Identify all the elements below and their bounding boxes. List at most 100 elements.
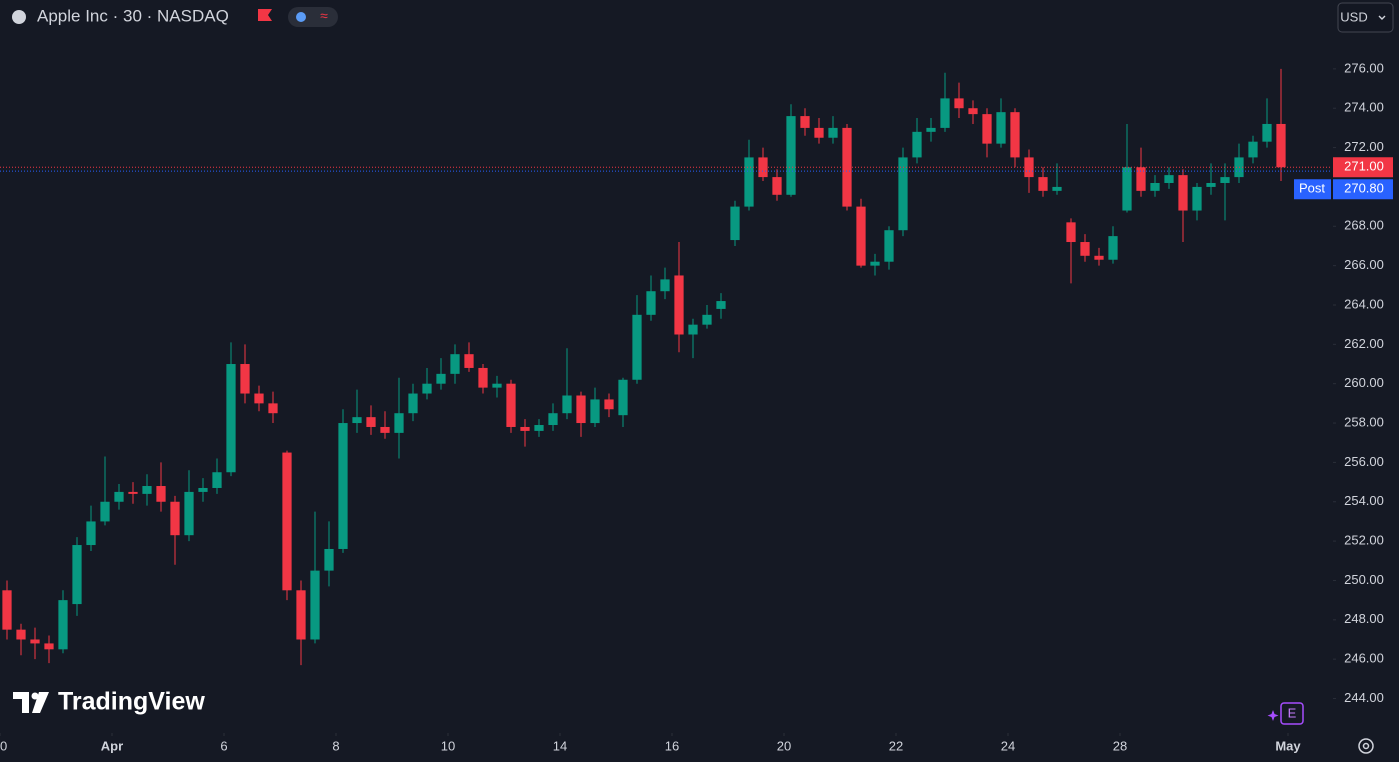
candle-body [618, 379, 628, 416]
candle-body [730, 206, 740, 241]
candle-body [240, 364, 250, 394]
gear-icon [1358, 738, 1374, 754]
candle-body [800, 116, 810, 128]
candle-body [380, 426, 390, 433]
wave-icon: ≈ [320, 8, 328, 24]
candle-body [926, 127, 936, 132]
y-tick-label: 250.00 [1344, 572, 1384, 587]
candle-body [1066, 222, 1076, 243]
candle-body [72, 545, 82, 605]
candle-body [30, 639, 40, 644]
symbol-icon [12, 10, 26, 24]
candle-body [212, 472, 222, 488]
y-tick-label: 260.00 [1344, 375, 1384, 390]
candle-body [58, 600, 68, 650]
y-tick-label: 252.00 [1344, 533, 1384, 548]
candle-body [1094, 255, 1104, 260]
candle-body [2, 590, 12, 630]
candle-body [1178, 175, 1188, 211]
symbol-title: Apple Inc · 30 · NASDAQ [37, 6, 229, 25]
y-tick-label: 262.00 [1344, 336, 1384, 351]
currency-label: USD [1340, 9, 1367, 24]
chevron-icon [1378, 15, 1386, 20]
candle-body [492, 383, 502, 388]
candle-body [478, 367, 488, 388]
x-tick-label: 16 [665, 738, 679, 753]
candle-body [996, 112, 1006, 144]
moon-icon [296, 12, 306, 22]
candle-body [870, 261, 880, 266]
candle-body [898, 157, 908, 231]
x-tick-label: Apr [101, 738, 123, 753]
post-name-tag [1294, 179, 1331, 200]
candle-body [884, 230, 894, 262]
last-price-label: 271.00 [1344, 159, 1384, 174]
candle-body [968, 108, 978, 115]
x-tick-label: May [1275, 738, 1301, 753]
x-tick-label: 20 [777, 738, 791, 753]
candle-body [226, 364, 236, 473]
flag-icon[interactable] [258, 9, 272, 21]
x-tick-label: 24 [1001, 738, 1015, 753]
candle-body [856, 206, 866, 266]
sparkle-icon [1267, 710, 1279, 721]
candle-body [86, 521, 96, 546]
candle-body [982, 114, 992, 144]
candle-body [1122, 167, 1132, 211]
y-tick-label: 258.00 [1344, 414, 1384, 429]
candle-body [674, 275, 684, 335]
post-name-label: Post [1299, 181, 1325, 196]
earnings-badge[interactable]: E [1267, 702, 1304, 725]
candle-body [646, 291, 656, 315]
candle-body [1206, 182, 1216, 187]
candle-body [632, 314, 642, 380]
candle-body [520, 426, 530, 431]
y-tick-label: 268.00 [1344, 218, 1384, 233]
x-tick-label: 6 [220, 738, 227, 753]
settings-button[interactable] [1358, 738, 1374, 754]
y-tick-label: 248.00 [1344, 611, 1384, 626]
y-tick-label: 266.00 [1344, 257, 1384, 272]
candle-body [1220, 177, 1230, 183]
currency-button[interactable] [1337, 2, 1394, 33]
candle-body [114, 491, 124, 502]
session-toggle[interactable] [288, 7, 338, 27]
candle-body [310, 570, 320, 640]
candle-body [352, 417, 362, 424]
candle-body [562, 395, 572, 414]
y-tick-label: 274.00 [1344, 100, 1384, 115]
candle-body [590, 399, 600, 424]
logo-text: TradingView [58, 688, 205, 716]
candle-body [660, 279, 670, 292]
badge-box [1280, 702, 1304, 725]
candle-body [170, 501, 180, 536]
candle-body [156, 486, 166, 502]
x-tick-label: 10 [441, 738, 455, 753]
x-tick-label: 30 [0, 738, 7, 753]
candle-body [716, 301, 726, 309]
y-tick-label: 246.00 [1344, 651, 1384, 666]
y-tick-label: 276.00 [1344, 60, 1384, 75]
gear-hub [1362, 742, 1370, 750]
y-tick-label: 272.00 [1344, 139, 1384, 154]
post-price-tag [1333, 179, 1393, 200]
candle-body [1248, 141, 1258, 158]
candle-body [1108, 236, 1118, 260]
candle-body [786, 116, 796, 195]
logo-mark [13, 692, 29, 713]
candle-body [1150, 182, 1160, 191]
candle-body [744, 157, 754, 207]
header: Apple Inc · 30 · NASDAQ ≈ USD [12, 2, 1394, 33]
candle-body [1010, 112, 1020, 158]
x-tick-label: 28 [1113, 738, 1127, 753]
candle-body [282, 452, 292, 591]
candle-body [128, 491, 138, 494]
candle-body [1038, 177, 1048, 191]
candle-body [268, 403, 278, 414]
candle-body [44, 643, 54, 650]
candle-body [912, 131, 922, 158]
axes: 244.00 246.00 248.00 250.00 252.00 254.00 256.… [0, 60, 1393, 753]
candle-body [954, 98, 964, 109]
y-tick-label: 264.00 [1344, 296, 1384, 311]
